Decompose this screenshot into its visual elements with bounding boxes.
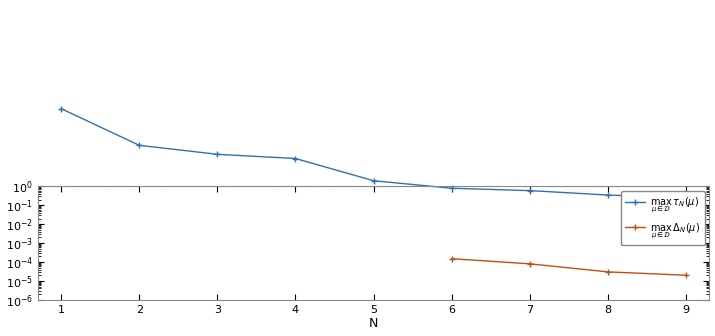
Legend: $\underset{\mu\in\mathcal{D}}{\max}\,\tau_N(\mu)$, $\underset{\mu\in\mathcal{D}}: $\underset{\mu\in\mathcal{D}}{\max}\,\ta… — [621, 191, 704, 246]
X-axis label: N: N — [369, 318, 378, 330]
